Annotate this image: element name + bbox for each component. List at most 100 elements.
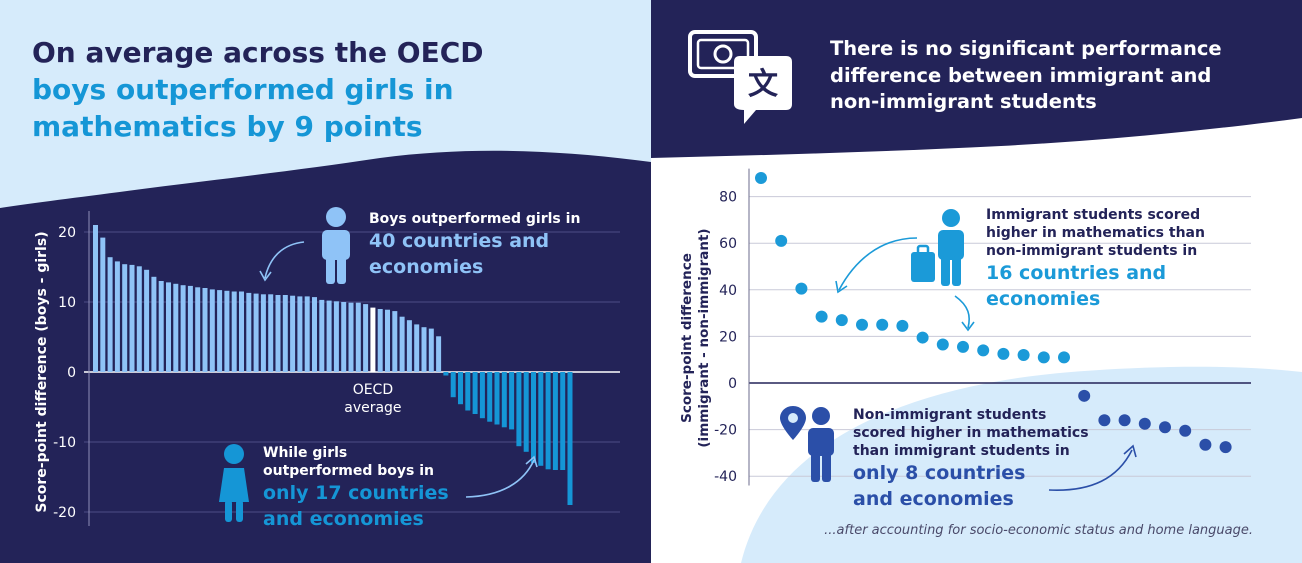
bar [275,295,281,372]
bar [465,372,471,411]
nonimmigrant-annotation-highlight1: only 8 countries [853,462,1026,484]
bar [487,372,493,422]
bar [538,372,544,466]
y-tick-label: -20 [53,505,76,521]
right-title-line2: difference between immigrant and [830,63,1212,87]
scatter-point [1138,417,1151,430]
bar [129,264,135,372]
bar [421,327,427,372]
bar [341,302,347,372]
bar [326,300,332,372]
bar [363,304,369,372]
girls-arrow [465,455,538,498]
bar [479,372,485,419]
bar [107,257,113,372]
nonimmigrant-arrow [1048,444,1137,491]
bar [253,293,259,372]
bar [560,372,566,470]
scatter-point [876,318,889,331]
bar [100,237,106,372]
bar [392,311,398,372]
immigrant-scatter-chart: 80 60 40 20 0 -20 -40 Score-point difference (im… [679,168,1251,486]
money-speech-icon: 文 [688,30,792,124]
bar [114,261,120,372]
bar [450,372,456,398]
bar [122,264,128,372]
left-title-line2: boys outperformed girls in [32,73,454,106]
scatter-point [1098,414,1111,427]
bar [428,328,434,372]
bar [333,301,339,372]
boy-icon [322,207,350,284]
y-tick-label: -40 [714,469,737,485]
y-tick-label: 10 [58,295,76,311]
y-tick-label: 40 [719,283,737,299]
bar [231,291,237,372]
scatter-point [896,319,909,332]
bar [246,292,252,372]
svg-text:文: 文 [748,67,778,102]
y-tick-label: -10 [53,435,76,451]
left-title: On average across the OECD boys outperfo… [32,34,622,145]
scatter-point [1037,351,1050,364]
bar [501,372,507,428]
bar [290,295,296,372]
immigrant-annotation-text3: non-immigrant students in [986,243,1198,259]
bar [209,289,215,372]
boys-arrow [259,241,305,282]
right-title-line3: non-immigrant students [830,90,1097,113]
right-title: There is no significant performance diff… [830,36,1270,116]
y-tick-label: 0 [728,376,737,392]
girl-icon [219,444,249,522]
immigrant-annotation-text1: Immigrant students scored [986,207,1201,223]
bar [173,283,179,372]
nonimmigrant-annotation-text1: Non-immigrant students [853,407,1047,423]
bar [567,372,573,505]
y-tick-label: 80 [719,190,737,206]
scatter-point [755,171,767,184]
bar [443,372,449,376]
bar [516,372,522,447]
bar [202,288,208,372]
bar [377,309,383,372]
y-axis-label: Score-point difference (boys - girls) [34,231,50,512]
scatter-point [1078,389,1091,402]
girls-annotation: While girls outperformed boys in only 17… [263,444,513,532]
bar [297,296,303,372]
scatter-point [1118,414,1131,427]
bar [260,294,266,372]
girls-annotation-text1: While girls [263,445,348,461]
scatter-point [1219,441,1232,454]
bar [224,290,230,372]
girls-annotation-highlight1: only 17 countries [263,482,449,504]
y-tick-label: 0 [67,365,76,381]
bar [304,296,310,372]
bar [93,225,98,372]
y-tick-label: 20 [719,329,737,345]
bar [436,336,442,372]
scatter-point [1159,421,1171,434]
bar [195,287,201,372]
oecd-average-bar [370,307,376,372]
scatter-point [977,344,990,357]
bar [406,320,412,372]
y-tick-label: 20 [58,225,76,241]
scatter-point [1179,424,1192,437]
right-title-line1: There is no significant performance [830,37,1222,60]
bar [494,372,500,425]
girls-annotation-text2: outperformed boys in [263,463,435,479]
left-title-line1: On average across the OECD [32,36,484,69]
bar [509,372,515,430]
scatter-point [835,314,848,327]
bar [268,294,274,372]
left-panel: On average across the OECD boys outperfo… [0,0,651,563]
scatter-point [997,347,1010,360]
scatter-point [775,234,788,247]
immigrant-annotation-highlight2: economies [986,288,1101,310]
bar [348,302,354,372]
bar [545,372,551,470]
immigrant-arrow-down [954,295,975,332]
bar [217,290,223,372]
bar [523,372,529,452]
